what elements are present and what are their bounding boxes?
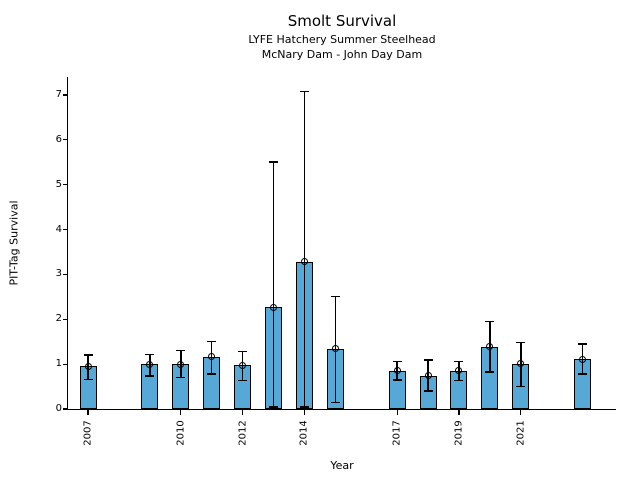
error-bar-cap-high-2021 — [516, 341, 526, 344]
x-tick-label: 2014 — [298, 420, 310, 446]
bar-value-marker-2023 — [579, 355, 587, 363]
x-tick-label: 2019 — [453, 420, 465, 446]
y-axis-spine — [66, 77, 68, 411]
error-bar-cap-high-2013 — [269, 161, 279, 163]
error-bar-cap-low-2020 — [485, 371, 495, 373]
chart-title: Smolt Survival — [287, 12, 397, 30]
y-tick-label: 7 — [55, 88, 62, 100]
y-tick-label: 1 — [55, 358, 62, 370]
x-tick-mark — [180, 410, 182, 415]
error-bar-cap-high-2011 — [207, 340, 217, 343]
y-tick-mark — [62, 184, 67, 186]
bar-value-marker-2020 — [486, 343, 494, 351]
x-tick-mark — [396, 410, 398, 415]
y-tick-mark — [62, 408, 67, 410]
error-bar-cap-high-2015 — [330, 295, 340, 298]
error-bar-cap-low-2013 — [269, 406, 279, 408]
error-bar-cap-low-2017 — [392, 379, 402, 381]
x-tick-label: 2017 — [391, 420, 403, 446]
x-axis-spine — [66, 409, 616, 411]
y-tick-label: 2 — [55, 313, 62, 325]
x-tick-label: 2007 — [82, 420, 94, 446]
error-bar-cap-low-2007 — [83, 378, 93, 381]
bar-value-marker-2011 — [208, 353, 216, 361]
x-tick-label: 2010 — [175, 420, 187, 446]
bar-value-marker-2013 — [270, 303, 278, 311]
x-tick-label: 2021 — [515, 420, 527, 446]
chart-subtitle-line2: McNary Dam - John Day Dam — [261, 48, 423, 61]
error-bar-line-2013 — [272, 162, 275, 407]
bar-value-marker-2012 — [239, 361, 247, 369]
error-bar-cap-high-2018 — [423, 359, 433, 361]
y-tick-mark — [62, 94, 67, 96]
error-bar-cap-low-2021 — [516, 385, 526, 388]
y-tick-label: 6 — [55, 133, 62, 145]
x-tick-mark — [520, 410, 522, 415]
x-tick-mark — [303, 410, 306, 415]
bar-value-marker-2007 — [84, 362, 92, 370]
error-bar-cap-high-2010 — [176, 349, 186, 352]
y-tick-mark — [62, 318, 67, 320]
error-bar-line-2014 — [303, 91, 306, 407]
bar-value-marker-2018 — [424, 372, 432, 380]
y-tick-mark — [62, 273, 67, 275]
x-axis-label: Year — [330, 459, 354, 472]
x-tick-label: 2012 — [237, 420, 249, 446]
error-bar-cap-low-2014 — [299, 406, 309, 408]
error-bar-cap-high-2020 — [485, 320, 495, 323]
bar-value-marker-2017 — [393, 367, 401, 375]
bar-value-marker-2021 — [517, 360, 525, 368]
error-bar-cap-low-2012 — [238, 379, 248, 382]
x-tick-mark — [87, 410, 89, 415]
x-tick-mark — [458, 410, 460, 415]
error-bar-cap-high-2019 — [454, 360, 464, 363]
y-tick-mark — [62, 139, 67, 141]
y-tick-label: 5 — [55, 178, 62, 190]
x-tick-mark — [242, 410, 244, 415]
error-bar-cap-high-2017 — [392, 360, 402, 363]
error-bar-cap-low-2009 — [145, 375, 155, 377]
error-bar-cap-high-2009 — [145, 353, 155, 356]
error-bar-cap-high-2014 — [299, 90, 309, 93]
error-bar-cap-high-2012 — [238, 350, 248, 353]
y-tick-mark — [62, 228, 67, 231]
y-tick-label: 4 — [55, 223, 62, 235]
bar-value-marker-2015 — [331, 345, 339, 353]
error-bar-cap-low-2010 — [176, 376, 186, 379]
error-bar-cap-low-2019 — [454, 379, 464, 382]
y-tick-label: 3 — [55, 268, 62, 280]
bar-value-marker-2009 — [146, 360, 154, 368]
error-bar-cap-low-2018 — [423, 390, 433, 392]
chart-subtitle-line1: LYFE Hatchery Summer Steelhead — [248, 33, 436, 46]
error-bar-cap-low-2011 — [207, 373, 217, 375]
bar-value-marker-2014 — [300, 258, 308, 266]
error-bar-cap-high-2007 — [83, 354, 93, 356]
bar-value-marker-2010 — [177, 360, 185, 368]
error-bar-cap-high-2023 — [578, 343, 588, 345]
y-tick-label: 0 — [55, 403, 62, 414]
y-tick-mark — [62, 363, 67, 365]
error-bar-cap-low-2023 — [578, 373, 588, 375]
error-bar-cap-low-2015 — [330, 401, 340, 404]
